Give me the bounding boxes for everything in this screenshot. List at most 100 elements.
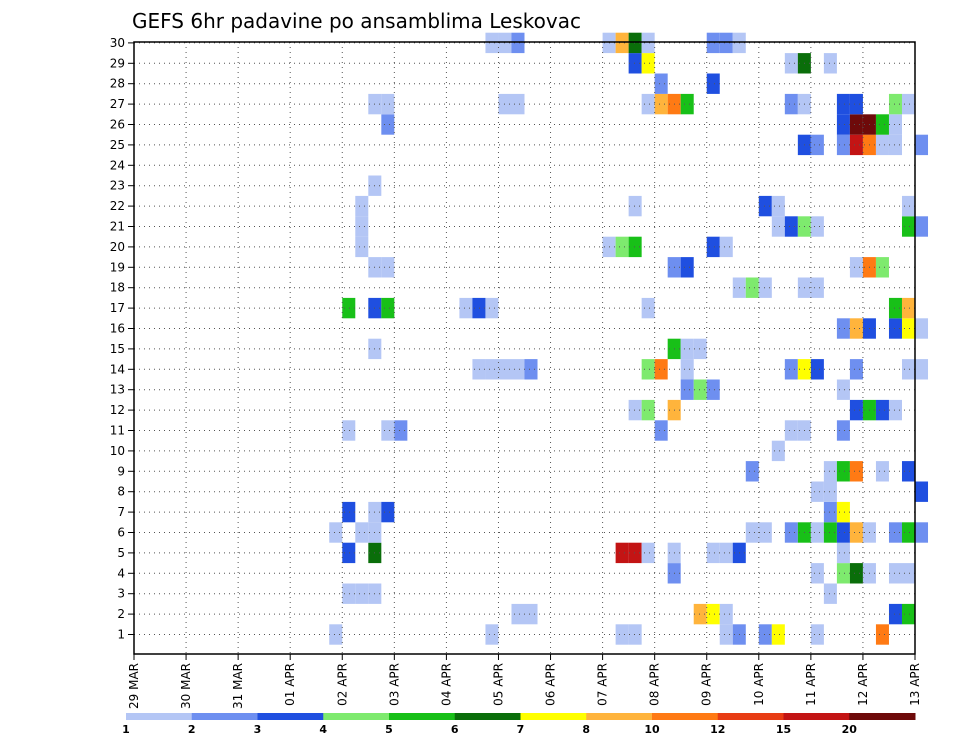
y-tick-label: 28 — [110, 77, 125, 91]
heatmap-cell — [784, 522, 798, 543]
colorbar-label: 12 — [710, 723, 725, 736]
x-tick-label: 30 MAR — [179, 663, 193, 709]
heatmap-cell — [888, 603, 902, 625]
heatmap-cell — [628, 195, 642, 217]
heatmap-cell — [654, 359, 668, 380]
heatmap-cell — [355, 236, 369, 258]
heatmap-cell — [628, 542, 642, 564]
heatmap-cell — [706, 73, 720, 94]
heatmap-cell — [654, 93, 668, 115]
heatmap-cell — [758, 522, 772, 543]
heatmap-cell — [680, 93, 694, 115]
heatmap-cell — [472, 359, 486, 380]
colorbar-label: 15 — [776, 723, 791, 736]
colorbar-swatch — [586, 713, 653, 720]
heatmap-cell — [823, 53, 837, 74]
heatmap-cell — [849, 257, 863, 278]
heatmap-cell — [901, 563, 915, 584]
heatmap-cell — [329, 624, 343, 645]
heatmap-cell — [615, 542, 629, 564]
heatmap-cell — [888, 563, 902, 584]
heatmap-cell — [342, 583, 356, 604]
y-axis: 1234567891011121314151617181920212223242… — [110, 36, 134, 642]
heatmap-cell — [381, 297, 395, 319]
heatmap-cell — [745, 461, 759, 482]
heatmap-cell — [836, 420, 850, 441]
heatmap-cell — [719, 603, 733, 625]
heatmap-cell — [355, 583, 369, 604]
x-tick-label: 01 APR — [283, 663, 297, 706]
heatmap-cell — [836, 379, 850, 400]
y-tick-label: 26 — [110, 118, 125, 132]
heatmap-cell — [719, 236, 733, 258]
heatmap-cell — [915, 359, 929, 380]
x-tick-label: 12 APR — [856, 663, 870, 706]
heatmap-cell — [641, 297, 655, 319]
colorbar-swatch — [126, 713, 193, 720]
x-tick-label: 06 APR — [544, 663, 558, 706]
y-tick-label: 9 — [117, 464, 125, 478]
heatmap-cell — [706, 603, 720, 625]
y-tick-label: 8 — [117, 485, 125, 499]
heatmap-cell — [381, 501, 395, 523]
heatmap-cell — [901, 93, 915, 115]
heatmap-cell — [680, 338, 694, 360]
heatmap-cell — [888, 318, 902, 339]
colorbar-swatch — [652, 713, 719, 720]
heatmap-cell — [849, 399, 863, 421]
heatmap-cell — [849, 134, 863, 156]
heatmap-cell — [784, 93, 798, 115]
heatmap-cell — [641, 93, 655, 115]
colorbar-label: 4 — [319, 723, 327, 736]
heatmap-cell — [849, 318, 863, 339]
x-tick-label: 10 APR — [752, 663, 766, 706]
heatmap-cell — [641, 359, 655, 380]
heatmap-cell — [823, 461, 837, 482]
y-tick-label: 27 — [110, 97, 125, 111]
heatmap-cell — [901, 522, 915, 543]
colorbar-swatch — [389, 713, 456, 720]
chart-title: GEFS 6hr padavine po ansamblima Leskovac — [132, 9, 581, 33]
heatmap-cell — [342, 501, 356, 523]
heatmap-cell — [810, 563, 824, 584]
heatmap-cell — [680, 359, 694, 380]
colorbar-swatch — [849, 713, 916, 720]
y-tick-label: 6 — [117, 526, 125, 540]
heatmap-cell — [901, 195, 915, 217]
heatmap-cell — [888, 399, 902, 421]
heatmap-cell — [459, 297, 473, 319]
heatmap-cell — [901, 461, 915, 482]
colorbar-label: 2 — [188, 723, 196, 736]
heatmap-cell — [901, 297, 915, 319]
x-tick-label: 05 APR — [491, 663, 505, 706]
heatmap-cell — [641, 53, 655, 74]
x-tick-label: 13 APR — [908, 663, 922, 706]
heatmap-cells — [329, 32, 929, 645]
x-axis: 29 MAR 30 MAR 31 MAR 01 APR 02 APR 03 APR 04 A… — [127, 654, 922, 709]
heatmap-cell — [784, 420, 798, 441]
colorbar-swatch — [717, 713, 784, 720]
heatmap-cell — [693, 338, 707, 360]
heatmap-cell — [615, 236, 629, 258]
heatmap-cell — [706, 542, 720, 564]
colorbar: 1 2 3 4 5 6 7 8 10 12 15 20 — [122, 713, 916, 736]
y-tick-label: 16 — [110, 322, 125, 336]
plot-frame — [133, 41, 916, 655]
heatmap-cell — [693, 379, 707, 400]
colorbar-swatch — [783, 713, 850, 720]
heatmap-cell — [836, 522, 850, 543]
heatmap-cell — [745, 277, 759, 298]
heatmap-cell — [628, 624, 642, 645]
heatmap-cell — [888, 114, 902, 135]
heatmap-cell — [836, 501, 850, 523]
heatmap-cell — [342, 542, 356, 564]
heatmap-cell — [719, 32, 733, 54]
heatmap-cell — [355, 216, 369, 237]
heatmap-cell — [784, 53, 798, 74]
colorbar-label: 7 — [517, 723, 525, 736]
colorbar-label: 8 — [582, 723, 590, 736]
y-tick-label: 10 — [110, 444, 125, 458]
heatmap-cell — [875, 134, 889, 156]
y-tick-label: 23 — [110, 179, 125, 193]
